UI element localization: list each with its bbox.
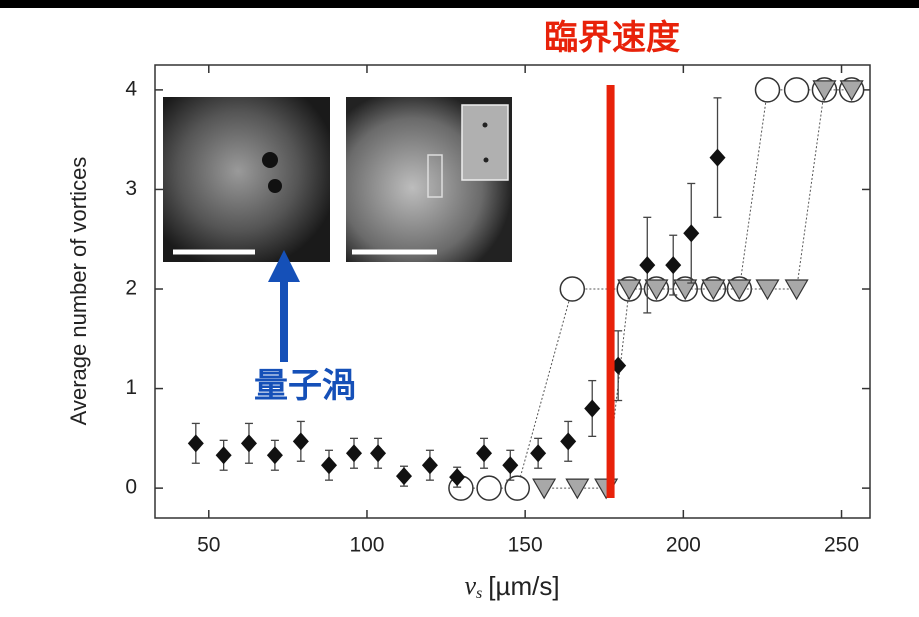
data-point: [683, 224, 699, 242]
data-point: [710, 149, 726, 167]
data-point: [533, 479, 555, 498]
y-tick-label: 0: [125, 476, 137, 499]
data-point: [422, 456, 438, 474]
inset-2: [346, 97, 512, 262]
data-point: [216, 446, 232, 464]
zoom-panel: [462, 105, 508, 180]
data-point: [241, 434, 257, 452]
x-axis-label: vs [µm/s]: [464, 571, 559, 602]
vortex-core: [262, 152, 278, 168]
data-point: [293, 432, 309, 450]
x-tick-label: 200: [666, 534, 701, 557]
y-tick-label: 4: [125, 77, 137, 100]
annotation: 臨界速度: [544, 19, 680, 57]
inset-1: [163, 97, 330, 262]
x-label-unit: [µm/s]: [488, 571, 559, 601]
data-point: [786, 280, 808, 299]
annotation: 量子渦: [254, 367, 356, 405]
page: {"chart_data": { "type": "scatter", "y_l…: [0, 0, 919, 612]
data-point: [584, 399, 600, 417]
vortex-core: [484, 158, 489, 163]
data-point: [755, 78, 779, 102]
y-tick-label: 1: [125, 376, 137, 399]
x-tick-label: 150: [508, 534, 543, 557]
y-tick-label: 2: [125, 277, 137, 300]
inset-image: [163, 97, 330, 262]
y-tick-label: 3: [125, 177, 137, 200]
vortex-core: [483, 123, 488, 128]
chart: 0 1 2 3 4 50 100 150 200 250 Average number of vo…: [0, 0, 919, 612]
data-point: [560, 277, 584, 301]
x-tick-label: 250: [824, 534, 859, 557]
data-point: [321, 456, 337, 474]
data-point: [530, 444, 546, 462]
top-bar: [0, 0, 919, 8]
data-point: [188, 434, 204, 452]
x-tick-label: 50: [197, 534, 220, 557]
x-tick-label: 100: [349, 534, 384, 557]
data-point: [785, 78, 809, 102]
data-point: [267, 446, 283, 464]
vortex-core: [268, 179, 282, 193]
y-axis-label: Average number of vortices: [66, 157, 91, 426]
data-point: [370, 444, 386, 462]
data-point: [346, 444, 362, 462]
data-point: [665, 256, 681, 274]
x-label-symbol: v: [464, 571, 476, 600]
data-point: [560, 432, 576, 450]
data-point: [477, 476, 501, 500]
data-point: [396, 467, 412, 485]
data-point: [639, 256, 655, 274]
x-label-subscript: s: [476, 585, 482, 602]
data-point: [502, 456, 518, 474]
data-point: [476, 444, 492, 462]
